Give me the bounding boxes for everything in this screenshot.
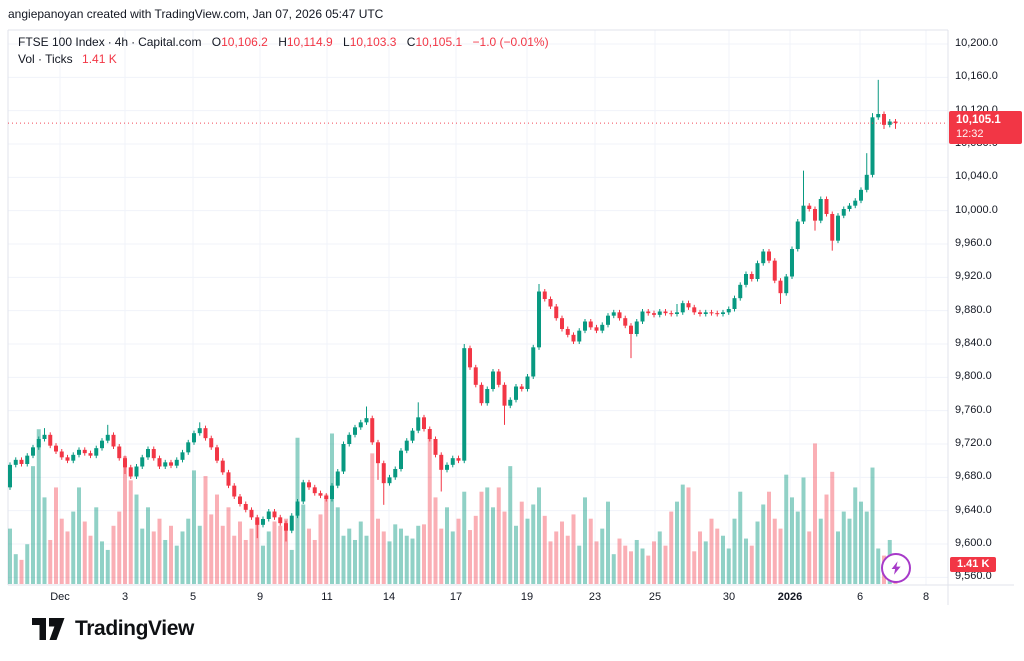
- separator: ·: [131, 35, 136, 49]
- change-value: −1.0 (−0.01%): [472, 35, 549, 49]
- price-tick-label: 10,160.0: [955, 70, 998, 83]
- time-tick-label: 25: [648, 591, 662, 603]
- bar-countdown: 12:32: [956, 128, 984, 140]
- exchange-label: Capital.com: [138, 35, 202, 49]
- time-tick-label: 11: [321, 591, 333, 603]
- price-tick-label: 9,920.0: [955, 270, 992, 283]
- attribution-text: angiepanoyan created with TradingView.co…: [8, 7, 384, 21]
- last-price-value: 10,105.1: [956, 114, 1001, 126]
- volume-legend-label: Vol · Ticks: [18, 52, 73, 66]
- volume-bars: [8, 429, 898, 584]
- price-tick-label: 10,040.0: [955, 170, 998, 183]
- last-price-label: 10,105.1 12:32: [949, 111, 1022, 144]
- legend: FTSE 100 Index · 4h · Capital.com O10,106.2 …: [18, 34, 549, 67]
- time-tick-label: 8: [922, 591, 930, 603]
- ohlc-high: H10,114.9: [278, 35, 333, 49]
- time-axis[interactable]: Dec 3 5 9 11 14 17 19 23 25 30 2026 6 8: [0, 585, 1024, 607]
- time-tick-label: 6: [856, 591, 864, 603]
- price-tick-label: 9,800.0: [955, 370, 992, 383]
- volume-legend-value: 1.41 K: [82, 52, 117, 66]
- separator: ·: [107, 35, 112, 49]
- time-tick-label: 5: [189, 591, 197, 603]
- price-tick-label: 9,560.0: [955, 570, 992, 583]
- price-tick-label: 9,720.0: [955, 437, 992, 449]
- price-tick-label: 9,960.0: [955, 237, 992, 249]
- time-tick-label: Dec: [50, 591, 70, 603]
- time-tick-label: 23: [588, 591, 602, 603]
- price-tick-label: 9,600.0: [955, 537, 992, 549]
- symbol-title: FTSE 100 Index: [18, 35, 105, 49]
- price-tick-label: 9,840.0: [955, 337, 992, 349]
- price-tick-label: 9,680.0: [955, 470, 992, 483]
- ohlc-low: L10,103.3: [343, 35, 397, 49]
- tradingview-logo[interactable]: TradingView: [30, 614, 194, 644]
- price-tick-label: 9,640.0: [955, 503, 992, 516]
- price-tick-label: 10,200.0: [955, 37, 998, 49]
- logo-text: TradingView: [75, 617, 194, 640]
- time-tick-label: 2026: [777, 591, 803, 603]
- price-tick-label: 9,880.0: [955, 303, 992, 316]
- logo-mark-icon: [32, 618, 65, 640]
- ohlc-open: O10,106.2: [211, 35, 268, 49]
- time-tick-label: 9: [256, 591, 264, 603]
- interval-label: 4h: [114, 35, 129, 49]
- price-tick-label: 10,000.0: [955, 203, 998, 216]
- lightning-button[interactable]: [881, 553, 911, 583]
- time-tick-label: 30: [722, 591, 736, 603]
- volume-badge: 1.41 K: [950, 557, 997, 572]
- price-axis[interactable]: 10,200.010,160.010,120.010,080.010,040.0…: [948, 0, 1024, 605]
- time-tick-label: 17: [449, 591, 463, 603]
- time-tick-label: 3: [121, 591, 129, 603]
- time-tick-label: 14: [382, 591, 396, 603]
- ohlc-close: C10,105.1: [406, 35, 463, 49]
- price-tick-label: 9,760.0: [955, 403, 992, 416]
- pane-borders: [7, 29, 1014, 605]
- time-tick-label: 19: [520, 591, 534, 603]
- lightning-icon: [891, 561, 901, 575]
- candles: [8, 79, 898, 542]
- grid-lines: [8, 30, 948, 585]
